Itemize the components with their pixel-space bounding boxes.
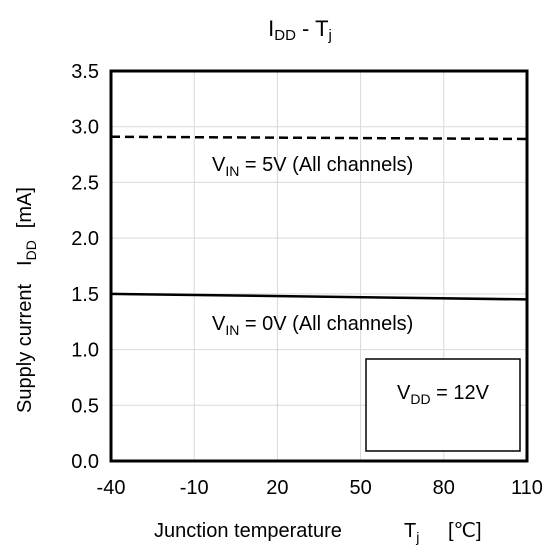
x-tick-label: -10 [180,477,209,499]
title-rest: - T [296,16,329,41]
x-tick-labels: -40 -10 20 50 80 110 [97,477,543,499]
annotation-vdd: VDD = 12V [397,382,490,407]
chart-title: IDD - Tj [268,16,332,44]
x-tick-label: 80 [433,477,455,499]
x-tick-label: 110 [511,477,543,499]
vdd-annotation-box [365,358,521,452]
y-tick-label: 3.0 [71,117,99,139]
x-tick-label: -40 [97,477,126,499]
x-axis-label: Junction temperature Tj [℃] [154,520,482,545]
annotation-vin-0v: VIN = 0V (All channels) [212,313,413,338]
y-tick-label: 2.0 [71,228,99,250]
y-tick-label: 2.5 [71,172,99,194]
series-line-2 [110,292,528,301]
y-tick-label: 0.0 [71,451,99,473]
series-line-1 [110,135,528,141]
x-tick-label: 20 [266,477,288,499]
title-sub2: j [328,27,332,44]
title-main: I [268,16,274,41]
y-tick-label: 1.5 [71,284,99,306]
y-tick-label: 3.5 [71,61,99,83]
y-tick-labels: 0.0 0.5 1.0 1.5 2.0 2.5 3.0 3.5 [71,61,99,473]
annotation-vin-5v: VIN = 5V (All channels) [212,154,413,179]
y-tick-label: 0.5 [71,395,99,417]
y-axis-label: Supply currentIDD[mA] [14,187,39,413]
y-tick-label: 1.0 [71,340,99,362]
series-lines [110,135,528,301]
plot-frame [109,69,529,463]
x-tick-label: 50 [349,477,371,499]
title-sub: DD [274,27,296,44]
